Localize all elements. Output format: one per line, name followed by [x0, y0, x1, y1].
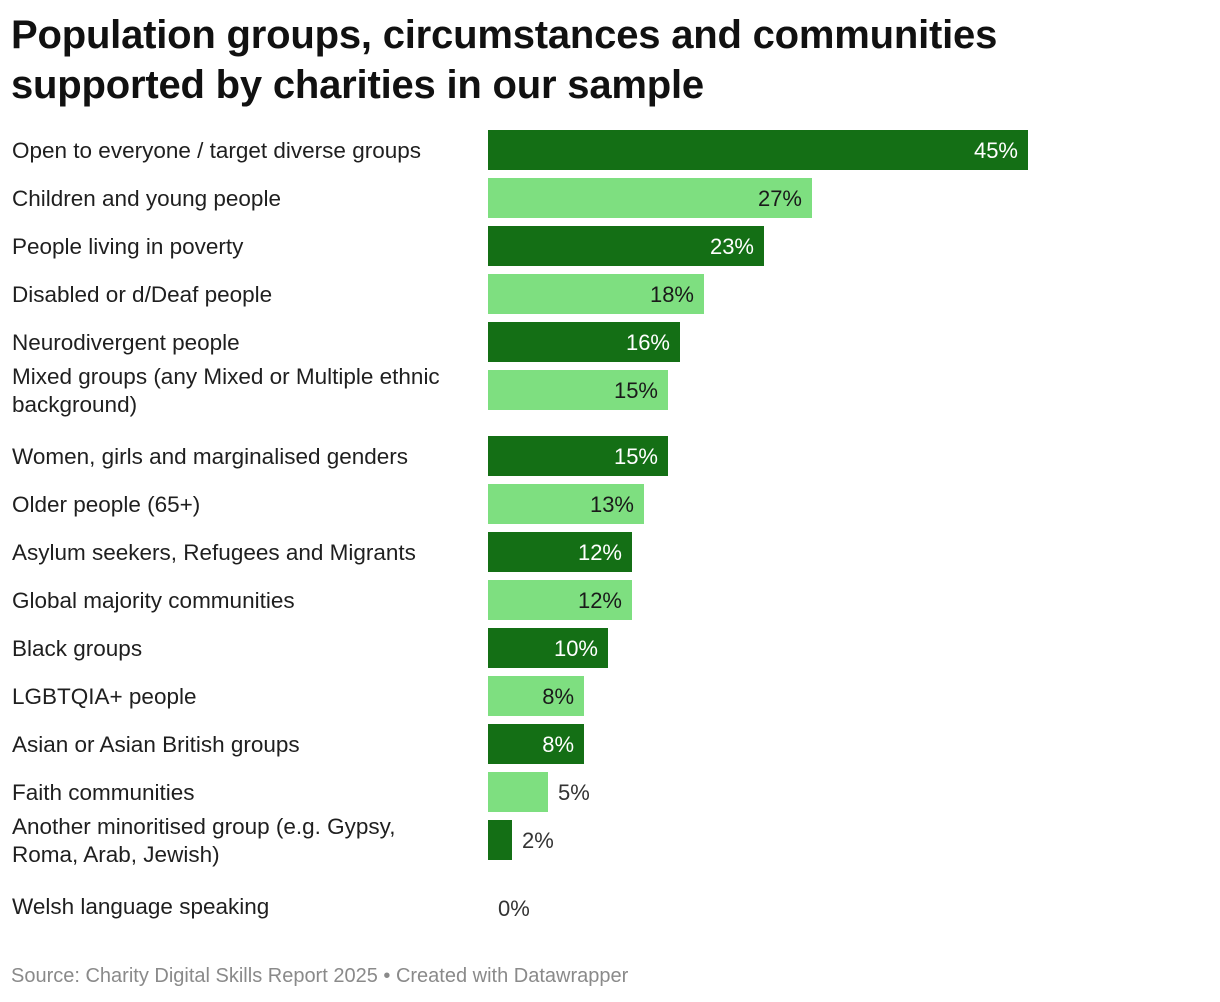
bar	[488, 580, 632, 620]
category-label: Neurodivergent people	[12, 330, 240, 355]
category-label: Global majority communities	[12, 588, 295, 613]
bar	[488, 322, 680, 362]
bar	[488, 436, 668, 476]
category-label: Asylum seekers, Refugees and Migrants	[12, 540, 416, 565]
bar-chart: Open to everyone / target diverse groups…	[12, 130, 1028, 921]
value-label: 8%	[542, 684, 574, 709]
value-label: 0%	[498, 896, 530, 921]
value-label: 12%	[578, 588, 622, 613]
bar	[488, 820, 512, 860]
bar	[488, 628, 608, 668]
category-label: Women, girls and marginalised genders	[12, 444, 408, 469]
category-label: Welsh language speaking	[12, 894, 269, 919]
category-label: Asian or Asian British groups	[12, 732, 300, 757]
bar	[488, 226, 764, 266]
bar	[488, 370, 668, 410]
value-label: 27%	[758, 186, 802, 211]
chart-title: Population groups, circumstances and com…	[11, 13, 998, 107]
category-label: Mixed groups (any Mixed or Multiple ethn…	[12, 364, 440, 417]
bar	[488, 274, 704, 314]
value-label: 16%	[626, 330, 670, 355]
category-label: LGBTQIA+ people	[12, 684, 196, 709]
value-label: 15%	[614, 378, 658, 403]
value-label: 45%	[974, 138, 1018, 163]
bar	[488, 676, 584, 716]
value-label: 15%	[614, 444, 658, 469]
bar	[488, 130, 1028, 170]
bar	[488, 724, 584, 764]
category-label: Open to everyone / target diverse groups	[12, 138, 421, 163]
source-note: Source: Charity Digital Skills Report 20…	[11, 965, 629, 987]
bar	[488, 178, 812, 218]
category-label: Another minoritised group (e.g. Gypsy, Ro…	[12, 814, 396, 867]
value-label: 2%	[522, 828, 554, 853]
value-label: 12%	[578, 540, 622, 565]
value-label: 10%	[554, 636, 598, 661]
value-label: 13%	[590, 492, 634, 517]
category-label: Older people (65+)	[12, 492, 200, 517]
value-label: 5%	[558, 780, 590, 805]
category-label: People living in poverty	[12, 234, 244, 259]
bar	[488, 772, 548, 812]
category-label: Faith communities	[12, 780, 195, 805]
category-label: Black groups	[12, 636, 142, 661]
category-label: Children and young people	[12, 186, 281, 211]
bar	[488, 484, 644, 524]
value-label: 18%	[650, 282, 694, 307]
category-label: Disabled or d/Deaf people	[12, 282, 272, 307]
bar	[488, 532, 632, 572]
value-label: 23%	[710, 234, 754, 259]
value-label: 8%	[542, 732, 574, 757]
